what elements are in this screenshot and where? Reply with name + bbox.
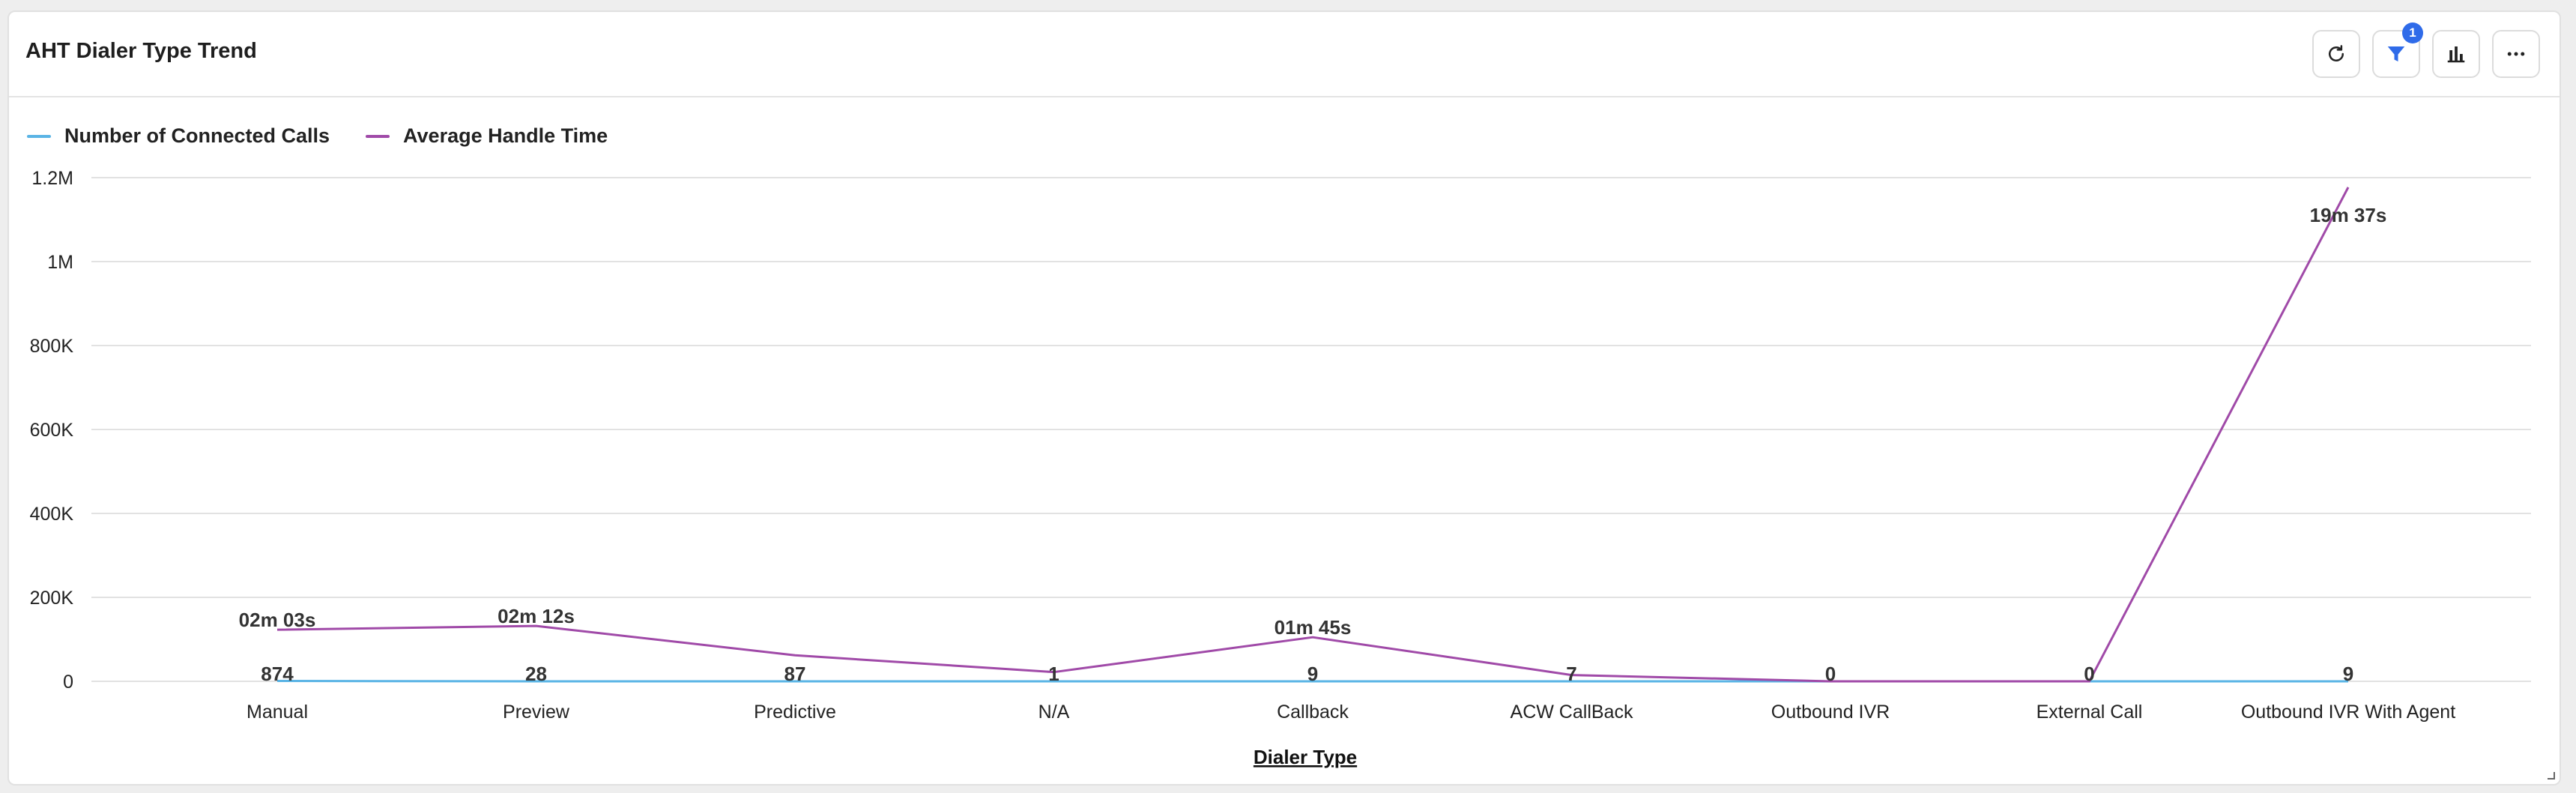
resize-handle-icon[interactable] xyxy=(2545,769,2555,780)
x-tick-label: ACW CallBack xyxy=(1511,702,1633,723)
line-chart: 0 200K 400K 600K 800K 1M 1.2M Manual Preview Pred… xyxy=(30,168,2531,768)
more-icon xyxy=(2507,52,2525,56)
legend-swatch-connected-calls xyxy=(27,134,51,138)
widget-title: AHT Dialer Type Trend xyxy=(25,39,257,63)
x-tick-label: Callback xyxy=(1277,702,1349,723)
x-tick-label: External Call xyxy=(2037,702,2143,723)
data-label-connected-calls: 28 xyxy=(525,663,547,685)
refresh-button[interactable] xyxy=(2312,30,2360,78)
data-label-connected-calls: 87 xyxy=(784,663,806,685)
data-label-connected-calls: 0 xyxy=(1825,663,1836,685)
widget-card: AHT Dialer Type Trend 1 xyxy=(7,10,2561,786)
widget-toolbar: 1 xyxy=(2312,22,2540,78)
x-tick-label: Preview xyxy=(503,702,570,723)
data-label-connected-calls: 1 xyxy=(1048,663,1059,685)
x-tick-label: Manual xyxy=(247,702,308,723)
legend-label-average-handle-time: Average Handle Time xyxy=(403,124,608,147)
x-tick-label: Outbound IVR With Agent xyxy=(2241,702,2455,723)
widget-header: AHT Dialer Type Trend 1 xyxy=(9,12,2560,97)
x-tick-label: Outbound IVR xyxy=(1771,702,1890,723)
data-label-connected-calls: 7 xyxy=(1566,663,1576,685)
legend-item-connected-calls[interactable]: Number of Connected Calls xyxy=(27,124,330,148)
bar-chart-icon xyxy=(2447,46,2465,63)
x-tick-label: Predictive xyxy=(754,702,836,723)
y-tick-label: 200K xyxy=(30,588,74,609)
x-axis-title: Dialer Type xyxy=(1254,746,1357,768)
filter-count-badge: 1 xyxy=(2402,22,2423,43)
legend-item-average-handle-time[interactable]: Average Handle Time xyxy=(366,124,608,148)
x-tick-label: N/A xyxy=(1038,702,1070,723)
data-label-average-handle-time: 19m 37s xyxy=(2310,204,2387,226)
chart-legend: Number of Connected Calls Average Handle… xyxy=(27,124,608,148)
data-label-connected-calls: 9 xyxy=(2343,663,2353,685)
y-tick-label: 400K xyxy=(30,504,74,525)
legend-label-connected-calls: Number of Connected Calls xyxy=(64,124,330,147)
data-label-connected-calls: 0 xyxy=(2084,663,2094,685)
data-label-connected-calls: 9 xyxy=(1307,663,1318,685)
data-label-average-handle-time: 02m 12s xyxy=(498,605,575,627)
more-options-button[interactable] xyxy=(2492,30,2540,78)
y-tick-label: 1.2M xyxy=(31,168,73,189)
y-tick-label: 0 xyxy=(63,672,73,693)
filter-button[interactable]: 1 xyxy=(2372,22,2423,78)
filter-icon xyxy=(2387,46,2405,61)
series-line-average-handle-time xyxy=(276,187,2350,683)
data-label-connected-calls: 874 xyxy=(261,663,294,685)
refresh-icon xyxy=(2329,45,2344,61)
legend-swatch-average-handle-time xyxy=(366,134,390,138)
y-tick-label: 800K xyxy=(30,336,74,357)
y-tick-label: 600K xyxy=(30,420,74,441)
chart-type-button[interactable] xyxy=(2432,30,2480,78)
data-label-average-handle-time: 02m 03s xyxy=(239,609,316,631)
y-tick-label: 1M xyxy=(47,252,73,273)
data-label-average-handle-time: 01m 45s xyxy=(1275,616,1352,639)
